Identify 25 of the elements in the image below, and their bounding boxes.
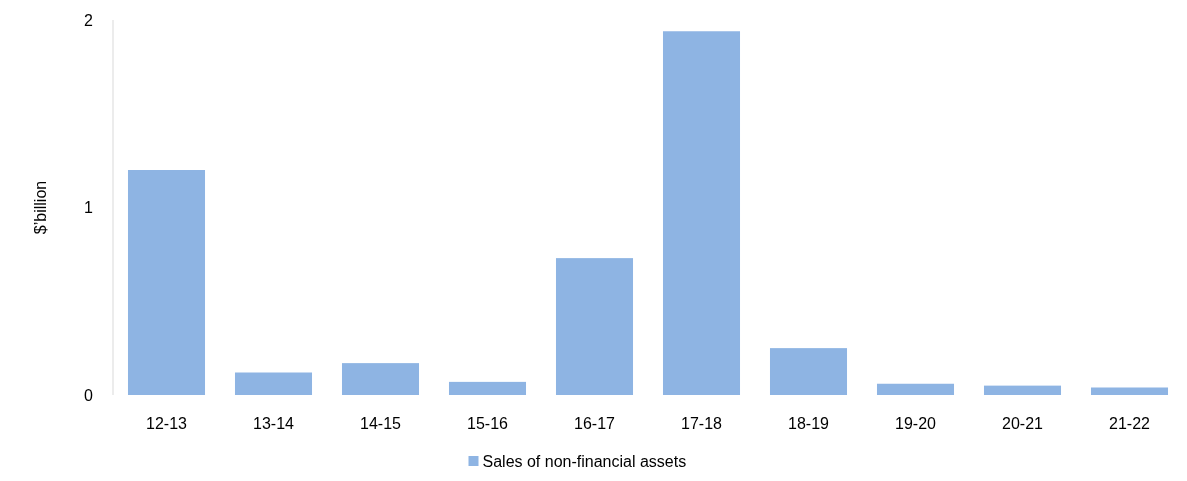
x-tick-label: 16-17	[574, 414, 616, 432]
y-tick-label: 2	[84, 11, 94, 29]
bar	[1090, 387, 1169, 395]
x-tick-label: 13-14	[253, 414, 295, 432]
bar	[555, 258, 634, 395]
bar	[983, 385, 1062, 395]
y-tick-label: 1	[84, 199, 94, 217]
bar	[448, 381, 527, 395]
x-tick-label: 15-16	[467, 414, 509, 432]
x-tick-label: 12-13	[146, 414, 188, 432]
bar	[341, 363, 420, 395]
x-tick-label: 20-21	[1002, 414, 1044, 432]
y-tick-label: 0	[84, 386, 94, 404]
x-tick-label: 21-22	[1109, 414, 1151, 432]
x-tick-label: 14-15	[360, 414, 402, 432]
y-axis-title: $’billion	[31, 180, 49, 235]
bar	[662, 31, 741, 395]
bar	[127, 170, 206, 395]
bar	[769, 348, 848, 395]
legend-label: Sales of non-financial assets	[482, 452, 687, 470]
bar	[876, 383, 955, 395]
x-tick-label: 19-20	[895, 414, 937, 432]
bar	[234, 372, 313, 395]
x-tick-label: 17-18	[681, 414, 723, 432]
x-tick-label: 18-19	[788, 414, 830, 432]
